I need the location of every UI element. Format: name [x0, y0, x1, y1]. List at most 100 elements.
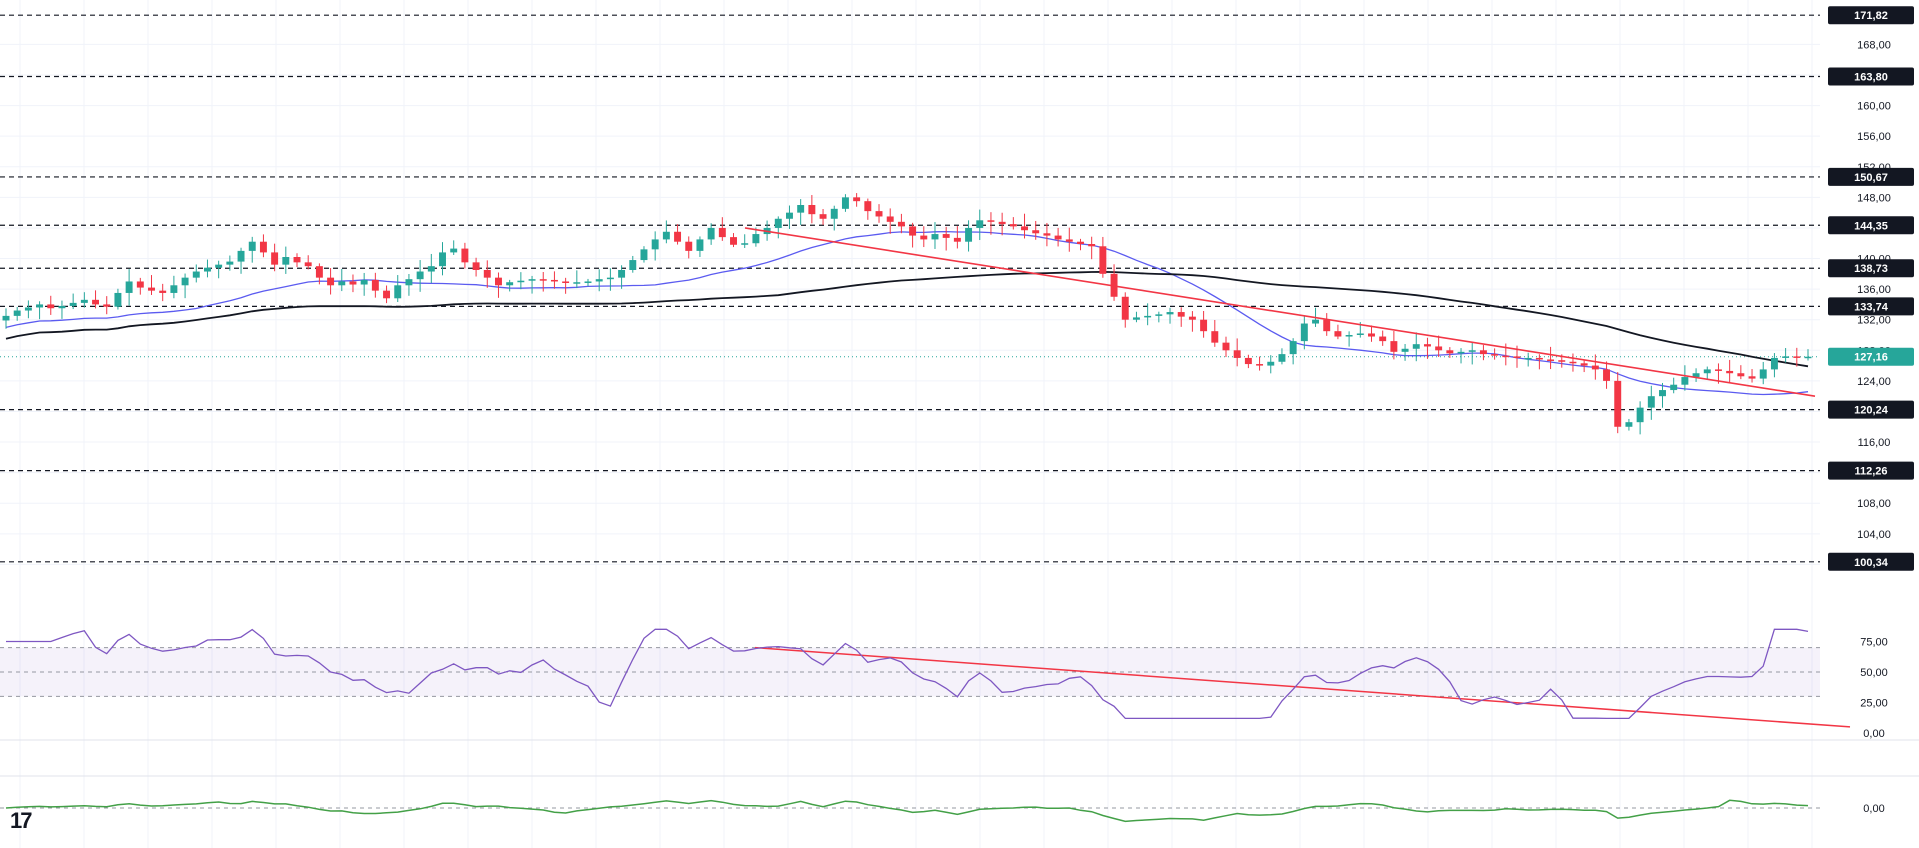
level-tag	[1828, 259, 1914, 278]
candle-body	[394, 285, 402, 299]
level-tags: 171,82 163,80 150,67 144,35 138,73 133,74 120,…	[1828, 6, 1914, 571]
candle-body	[517, 280, 525, 283]
candle-body	[1457, 351, 1465, 354]
candle-body	[159, 290, 167, 293]
candle-body	[1356, 333, 1364, 335]
candle-body	[618, 270, 626, 278]
candle-body	[1121, 296, 1129, 320]
last-price-tag	[1828, 347, 1914, 366]
candle-body	[1603, 369, 1611, 381]
candle-body	[674, 231, 682, 242]
candle-body	[125, 281, 133, 293]
candle-body	[942, 234, 950, 238]
candle-body	[170, 285, 178, 293]
candle-body	[148, 287, 155, 291]
candle-body	[1132, 317, 1140, 320]
candle-body	[1524, 357, 1532, 360]
oscillator-lines	[5, 628, 1809, 823]
candle-body	[338, 281, 346, 286]
rsi-tick-label: 0,00	[1863, 728, 1884, 740]
level-tag-label: 138,73	[1854, 263, 1888, 275]
last-price-label: 127,16	[1854, 352, 1888, 364]
candle-body	[875, 211, 883, 217]
candle-body	[1323, 319, 1331, 332]
candle-body	[472, 262, 480, 270]
level-tag-label: 112,26	[1854, 466, 1887, 478]
candle-body	[427, 266, 435, 272]
candle-body	[136, 281, 144, 288]
candle-body	[830, 208, 838, 219]
candle-body	[1256, 364, 1264, 366]
candle-body	[1155, 314, 1163, 316]
level-tag	[1828, 552, 1914, 571]
candle-body	[1065, 239, 1073, 242]
candle-body	[383, 290, 391, 299]
candle-body	[1770, 357, 1778, 370]
candle-body	[1368, 333, 1375, 337]
candle-body	[550, 279, 558, 282]
price-tick-label: 136,00	[1857, 284, 1891, 296]
candle-body	[1289, 341, 1297, 355]
candle-body	[226, 261, 234, 265]
rsi-line	[6, 628, 1809, 720]
candle-body	[1300, 323, 1308, 342]
candle-body	[1435, 346, 1443, 351]
candle-body	[1692, 373, 1700, 378]
candle-body	[483, 270, 491, 278]
candle-body	[1714, 369, 1722, 371]
candle-body	[718, 227, 726, 238]
candle-body	[819, 214, 827, 219]
candle-body	[461, 248, 469, 263]
candle-body	[248, 241, 256, 251]
candle-body	[595, 279, 603, 282]
candle-body	[1390, 341, 1398, 352]
candle-body	[1636, 407, 1644, 423]
candle-body	[92, 299, 100, 305]
candle-body	[24, 307, 32, 311]
level-tag	[1828, 67, 1914, 86]
candle-body	[573, 282, 581, 284]
momentum-tick-label: 0,00	[1863, 803, 1884, 815]
candle-body	[931, 234, 939, 240]
candle-body	[886, 216, 894, 222]
candle-body	[1547, 359, 1555, 361]
candle-body	[685, 241, 693, 251]
level-tag-label: 150,67	[1854, 172, 1888, 184]
rsi-tick-label: 75,00	[1860, 637, 1888, 649]
candle-body	[1401, 348, 1409, 352]
price-tick-label: 160,00	[1857, 101, 1891, 113]
candle-body	[2, 315, 10, 321]
candle-body	[1793, 356, 1801, 358]
level-tag	[1828, 6, 1914, 25]
candle-body	[69, 302, 77, 306]
level-tag	[1828, 297, 1914, 316]
price-tick-label: 156,00	[1857, 131, 1891, 143]
level-tag-label: 163,80	[1854, 72, 1888, 84]
candle-body	[1468, 350, 1476, 352]
rsi-band	[0, 647, 1820, 809]
candle-body	[36, 304, 44, 308]
candle-body	[1591, 365, 1599, 370]
candle-body	[786, 212, 793, 219]
price-tick-label: 116,00	[1858, 437, 1891, 449]
candle-body	[707, 227, 715, 240]
candle-body	[114, 292, 122, 307]
candle-body	[1491, 354, 1499, 356]
candle-body	[1032, 230, 1040, 234]
candle-body	[1625, 422, 1633, 427]
candle-body	[1703, 369, 1711, 374]
candle-body	[1267, 361, 1275, 366]
candle-body	[528, 279, 536, 281]
rsi-tick-label: 50,00	[1860, 667, 1888, 679]
candle-body	[1278, 354, 1286, 362]
candle-body	[304, 262, 312, 267]
candle-body	[1446, 350, 1454, 354]
candle-body	[1244, 357, 1252, 365]
candle-body	[1569, 361, 1577, 364]
candle-body	[1144, 315, 1152, 318]
candle-body	[1558, 360, 1566, 362]
candle-body	[1054, 235, 1062, 240]
candle-body	[1312, 319, 1319, 324]
